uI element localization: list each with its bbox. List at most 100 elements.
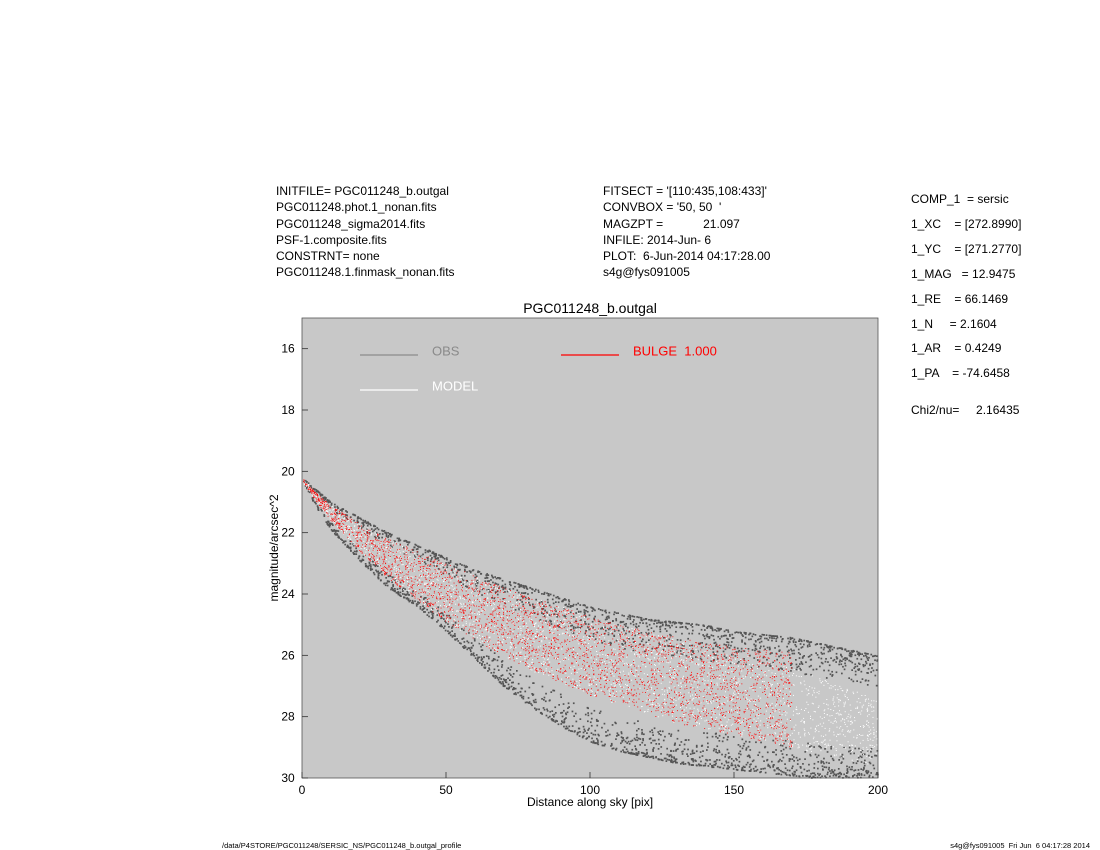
data-point [469,583,470,585]
data-point [798,733,800,735]
data-point [436,588,438,590]
data-point [501,584,504,587]
data-point [763,760,765,762]
data-point [525,585,528,588]
data-point [735,757,737,760]
data-point [424,551,427,554]
data-point [558,647,560,649]
data-point [387,534,390,537]
data-point [431,582,433,584]
data-point [777,645,780,648]
data-point [730,641,733,643]
data-point [326,499,329,501]
data-point [820,643,822,646]
data-point [450,580,452,582]
data-point [856,691,858,693]
data-point [596,720,598,722]
data-point [362,519,364,522]
data-point [864,652,867,655]
data-point [418,602,421,604]
data-point [750,698,752,700]
data-point [849,660,852,663]
data-point [874,674,877,677]
data-point [870,748,873,750]
data-point [843,704,845,706]
data-point [863,754,864,756]
data-point [723,680,725,682]
data-point [732,736,735,738]
data-point [404,588,406,590]
data-point [487,598,489,600]
data-point [778,709,780,711]
data-point [402,546,403,548]
data-point [594,641,596,643]
data-point [331,530,334,532]
data-point [325,497,327,499]
data-point [688,622,690,625]
data-point [608,689,610,691]
data-point [582,731,585,734]
data-point [678,684,680,686]
data-point [784,711,786,713]
data-point [713,711,715,713]
data-point [439,598,441,600]
data-point [565,650,567,652]
data-point [408,590,410,591]
data-point [676,692,678,694]
data-point [459,568,461,571]
data-point [685,685,687,687]
data-point [320,496,322,498]
data-point [846,771,849,774]
data-point [399,539,402,542]
data-point [319,499,321,500]
data-point [636,729,638,732]
data-point [332,513,334,515]
data-point [689,753,692,755]
data-point [722,650,725,653]
data-point [505,601,507,603]
data-point [637,751,640,753]
data-point [496,612,498,614]
data-point [816,776,819,779]
data-point [630,665,632,667]
data-point [472,591,474,592]
data-point [657,635,659,637]
data-point [731,670,733,672]
data-point [661,661,663,663]
data-point [821,653,824,655]
data-point [566,711,569,714]
data-point [518,608,520,611]
data-point [790,664,792,666]
data-point [611,695,613,697]
data-point [772,716,774,718]
data-point [577,685,578,687]
data-point [632,637,634,640]
data-point [782,748,785,751]
data-point [772,726,774,728]
data-point [837,768,840,770]
data-point [754,644,757,647]
data-point [738,756,740,759]
data-point [826,703,828,705]
data-point [755,648,758,651]
data-point [798,657,801,659]
data-point [566,632,568,634]
data-point [414,553,416,555]
data-point [734,693,736,695]
data-point [413,555,415,557]
data-point [543,708,546,711]
data-point [462,583,464,586]
data-point [738,731,740,733]
data-point [732,686,734,688]
data-point [457,610,459,612]
data-point [749,725,751,727]
data-point [813,776,815,778]
data-point [796,713,798,715]
data-point [473,654,476,657]
data-point [570,666,572,668]
data-point [451,614,453,616]
data-point [399,591,402,594]
data-point [831,675,833,677]
data-point [444,620,446,623]
data-point [668,732,670,735]
